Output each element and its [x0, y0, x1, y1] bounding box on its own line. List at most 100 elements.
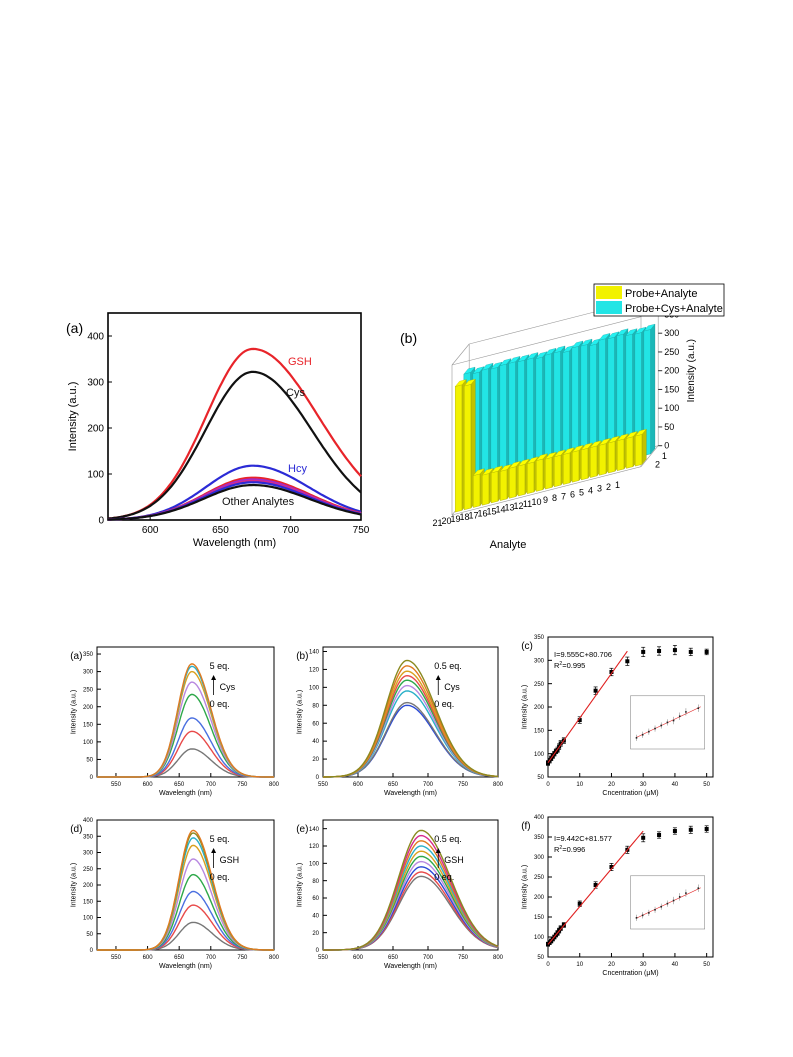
x-tick-label: 750: [237, 782, 248, 788]
axis-box-edge: [451, 316, 642, 366]
x-tick-label: 30: [640, 962, 647, 968]
x-tick-label: 800: [269, 955, 280, 961]
bar-top: [625, 328, 638, 336]
x-tick-label: 14: [495, 505, 505, 515]
bar-top: [562, 447, 575, 455]
bar-0-6: [509, 466, 517, 499]
data-point: [577, 901, 582, 906]
bar-top: [490, 465, 503, 474]
x-tick-label: 10: [576, 962, 583, 968]
annotation-label: Cys: [286, 387, 305, 399]
annotation-label: Hcy: [288, 463, 307, 475]
x-tick-label: 11: [523, 499, 532, 509]
data-point: [609, 865, 614, 869]
x-tick-label: 600: [143, 782, 154, 788]
inset-point: [654, 727, 656, 730]
z-tick-label: 250: [664, 347, 679, 357]
y-tick-label: 400: [534, 815, 545, 821]
annotation-species: GSH: [220, 855, 240, 865]
x-tick-label: 800: [493, 955, 504, 961]
chart-bot_a: 550 600 650 700 750 800 0 50 100 150 200 250 300 350 W…: [70, 646, 280, 797]
y-axis-label: Intensity (a.u.): [521, 685, 528, 729]
y-tick-label: 0: [98, 516, 104, 527]
y-tick-label: 200: [83, 705, 94, 711]
bar-top: [580, 338, 593, 347]
y-tick-label: 20: [312, 757, 319, 763]
spectrum-line-4: [97, 858, 274, 951]
inset-fit-line: [636, 706, 701, 738]
y-tick-label: 100: [534, 752, 545, 758]
spectrum-line-6: [323, 670, 499, 778]
axis-box-edge: [451, 343, 470, 366]
y-tick-label: 250: [83, 687, 94, 693]
bar-0-3: [482, 473, 490, 506]
x-tick-label: 550: [111, 782, 122, 788]
x-tick-label: 650: [388, 782, 399, 788]
x-tick-label: 600: [143, 955, 154, 961]
r2-prefix: R: [554, 661, 560, 670]
y-tick-label: 150: [83, 722, 94, 728]
plot-frame: [107, 312, 362, 521]
x-tick-label: 750: [458, 955, 469, 961]
inset-point: [666, 721, 669, 724]
x-axis-label: Cncentration (μM): [602, 970, 658, 977]
bar-0-0: [455, 384, 463, 513]
y-tick-label: 140: [309, 827, 320, 833]
bar-top: [526, 352, 539, 360]
bar-top: [499, 358, 512, 366]
panel-label: (a): [66, 320, 83, 336]
inset-point: [641, 914, 644, 917]
bar-top: [634, 428, 647, 437]
data-point: [704, 827, 709, 831]
y-tick-label: 350: [83, 834, 94, 840]
bar-top: [544, 451, 557, 460]
spectrum-line-2: [97, 717, 274, 778]
y-tick-label: 100: [534, 935, 545, 941]
bar-top: [598, 333, 611, 341]
inset-point: [648, 730, 650, 733]
data-point: [577, 718, 582, 723]
inset-frame: [630, 875, 705, 930]
bar-side: [650, 323, 656, 455]
y-tick-label: 300: [534, 658, 545, 664]
annotation-species: Cys: [220, 682, 236, 692]
fit-r-squared: R2=0.995: [554, 661, 585, 670]
x-tick-label: 10: [531, 497, 541, 507]
series-line-Hcy: [108, 464, 362, 521]
annotation-top: 0.5 eq.: [434, 834, 462, 844]
bar-top: [544, 348, 557, 356]
spectrum-line-0: [323, 875, 499, 951]
y-tick-label: 100: [309, 861, 320, 867]
inset-plot: [630, 875, 705, 930]
chart-bot_c: 0 10 20 30 40 50 50 100 150 200 250 300 350 Cncentrat…: [521, 635, 714, 797]
y-tick-label: 400: [87, 332, 104, 343]
x-tick-label: 13: [504, 503, 514, 513]
bar-top: [625, 431, 638, 439]
z-tick-label: 300: [664, 328, 679, 338]
y-tick-label: 50: [86, 758, 93, 764]
r2-suffix: =0.996: [562, 845, 585, 854]
inset-point: [635, 737, 638, 739]
annotation-species: Cys: [444, 682, 460, 692]
inset-point: [648, 912, 650, 914]
y-tick-label: 100: [309, 685, 320, 691]
y-tick-label: 40: [312, 739, 319, 745]
bar-top: [454, 379, 467, 387]
annotation-bottom: 0 eq.: [434, 699, 454, 709]
x-tick-label: 800: [493, 782, 504, 788]
x-tick-label: 650: [174, 782, 185, 788]
inset-point: [697, 887, 700, 890]
x-tick-label: 550: [111, 955, 122, 961]
x-tick-label: 4: [588, 486, 593, 496]
y-axis-label: Intensity (a.u.): [70, 863, 77, 907]
bar-top: [472, 468, 485, 476]
fit-line: [547, 650, 628, 763]
z-tick-label: 150: [664, 384, 679, 394]
bar-0-2: [473, 473, 481, 508]
data-point: [609, 670, 614, 674]
data-point: [657, 649, 662, 653]
y-tick-label: 150: [534, 915, 545, 921]
bar-top: [490, 361, 503, 370]
bar-top: [643, 323, 656, 332]
arrow-head-icon: [211, 675, 217, 680]
